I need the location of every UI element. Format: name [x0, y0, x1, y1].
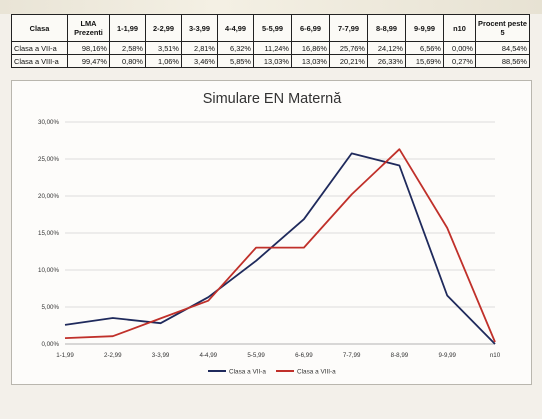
header-cell: 6-6,99: [291, 14, 330, 42]
header-cell: 3-3,99: [181, 14, 218, 42]
y-tick-label: 15,00%: [38, 230, 59, 237]
table-cell: 25,76%: [329, 41, 368, 55]
header-cell: 1-1,99: [109, 14, 146, 42]
y-tick-label: 5,00%: [41, 304, 59, 311]
line-chart: Simulare EN Maternă 0,00% 5,00% 10,00% 15,0…: [38, 91, 501, 376]
table-cell: 15,69%: [405, 54, 444, 68]
table-cell: 6,56%: [405, 41, 444, 55]
table-cell: 13,03%: [291, 54, 330, 68]
header-cell: LMA Prezenti: [67, 14, 110, 42]
table-row: Clasa a VIII-a 99,47% 0,80% 1,06% 3,46% …: [11, 54, 530, 68]
legend-label: Clasa a VII-a: [229, 369, 266, 376]
x-tick-label: 8-8,99: [391, 352, 409, 359]
row-label-cell: Clasa a VII-a: [11, 41, 68, 55]
y-tick-label: 30,00%: [38, 119, 59, 126]
x-tick-label: n10: [490, 352, 501, 359]
table-cell: 88,56%: [475, 54, 530, 68]
x-tick-label: 1-1,99: [56, 352, 74, 359]
x-tick-label: 9-9,99: [438, 352, 456, 359]
table-row: Clasa a VII-a 98,16% 2,58% 3,51% 2,81% 6…: [11, 41, 530, 55]
table-cell: 6,32%: [217, 41, 254, 55]
scanned-page-top: [0, 0, 542, 14]
series-line: [64, 152, 496, 345]
table-cell: 0,80%: [109, 54, 146, 68]
table-cell: 5,85%: [217, 54, 254, 68]
x-tick-label: 6-6,99: [295, 352, 313, 359]
x-axis-ticks: 1-1,99 2-2,99 3-3,99 4-4,99 5-5,99 6-6,99 7-7,…: [56, 352, 500, 359]
table-cell: 0,27%: [443, 54, 476, 68]
legend-label: Clasa a VIII-a: [297, 369, 336, 376]
x-tick-label: 3-3,99: [152, 352, 170, 359]
chart-grid: [65, 121, 495, 345]
chart-series: [64, 148, 496, 345]
header-cell: 7-7,99: [329, 14, 368, 42]
x-tick-label: 5-5,99: [247, 352, 265, 359]
table-cell: 16,86%: [291, 41, 330, 55]
header-cell: n10: [443, 14, 476, 42]
table-cell: 2,58%: [109, 41, 146, 55]
x-tick-label: 7-7,99: [343, 352, 361, 359]
x-tick-label: 4-4,99: [200, 352, 218, 359]
table-header-row: Clasa LMA Prezenti 1-1,99 2-2,99 3-3,99 …: [11, 14, 530, 42]
table-cell: 99,47%: [67, 54, 110, 68]
results-table: Clasa LMA Prezenti 1-1,99 2-2,99 3-3,99 …: [11, 14, 530, 68]
x-tick-label: 2-2,99: [104, 352, 122, 359]
y-axis-ticks: 0,00% 5,00% 10,00% 15,00% 20,00% 25,00% 30,00%: [38, 119, 59, 348]
table-cell: 13,03%: [253, 54, 292, 68]
table-cell: 98,16%: [67, 41, 110, 55]
chart-legend: Clasa a VII-a Clasa a VIII-a: [208, 369, 336, 376]
chart-container: Simulare EN Maternă 0,00% 5,00% 10,00% 15,0…: [11, 80, 532, 385]
table-cell: 84,54%: [475, 41, 530, 55]
series-line: [64, 148, 496, 343]
table-cell: 1,06%: [145, 54, 182, 68]
header-cell: 4-4,99: [217, 14, 254, 42]
y-tick-label: 25,00%: [38, 156, 59, 163]
header-cell: 2-2,99: [145, 14, 182, 42]
table-cell: 3,46%: [181, 54, 218, 68]
table-cell: 2,81%: [181, 41, 218, 55]
table-cell: 0,00%: [443, 41, 476, 55]
row-label-cell: Clasa a VIII-a: [11, 54, 68, 68]
header-cell: 5-5,99: [253, 14, 292, 42]
y-tick-label: 10,00%: [38, 267, 59, 274]
y-tick-label: 0,00%: [41, 341, 59, 348]
chart-title: Simulare EN Maternă: [203, 91, 343, 107]
header-cell: 9-9,99: [405, 14, 444, 42]
table-cell: 24,12%: [367, 41, 406, 55]
header-cell: 8-8,99: [367, 14, 406, 42]
header-cell: Clasa: [11, 14, 68, 42]
header-cell: Procent peste 5: [475, 14, 530, 42]
table-cell: 3,51%: [145, 41, 182, 55]
table-cell: 26,33%: [367, 54, 406, 68]
table-cell: 11,24%: [253, 41, 292, 55]
table-cell: 20,21%: [329, 54, 368, 68]
y-tick-label: 20,00%: [38, 193, 59, 200]
